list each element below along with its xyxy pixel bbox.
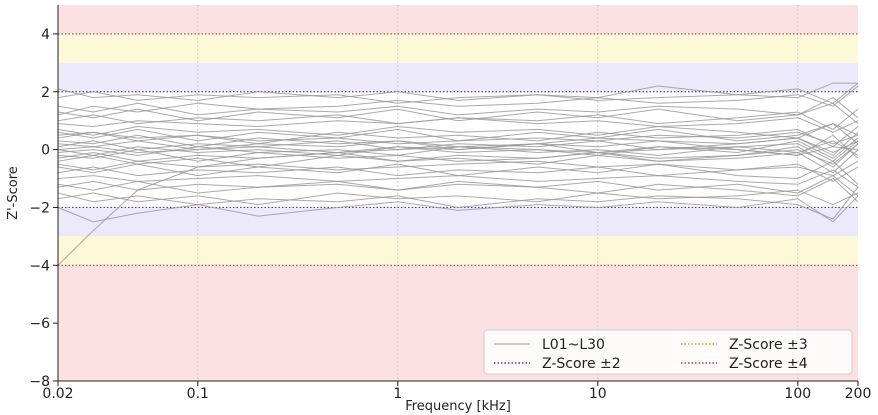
band-1: [58, 33, 858, 63]
x-tick-label-4: 100: [784, 386, 811, 402]
legend-label-2: Z-Score ±2: [542, 356, 621, 372]
series-line-13: [57, 177, 859, 203]
series-line-12: [57, 97, 859, 119]
y-tick-label-4: 0: [41, 143, 50, 159]
x-tick-label-0: 0.02: [42, 386, 73, 402]
legend-label-3: Z-Score ±4: [729, 356, 808, 372]
series-line-4: [57, 82, 859, 104]
x-tick-label-3: 10: [589, 386, 607, 402]
band-0: [58, 5, 858, 34]
y-tick-label-1: −6: [29, 316, 50, 332]
series-line-19: [57, 126, 859, 148]
series-line-9: [57, 195, 859, 223]
series-line-16: [57, 137, 859, 154]
series-line-23: [57, 123, 859, 145]
band-4: [58, 236, 858, 266]
series-line-11: [57, 143, 859, 165]
x-tick-label-5: 200: [845, 386, 872, 402]
band-2: [58, 62, 858, 92]
y-tick-label-2: −4: [29, 258, 50, 274]
series-line-26: [57, 143, 859, 168]
legend: L01~L30 Z-Score ±3 Z-Score ±2 Z-Score ±4: [483, 329, 853, 375]
y-tick-label-0: −8: [29, 374, 50, 390]
series-line-20: [57, 149, 859, 174]
series-line-14: [57, 123, 859, 139]
series-line-17: [57, 82, 858, 101]
x-axis-label: Frequency [kHz]: [405, 399, 511, 414]
series-line-28: [57, 175, 859, 197]
legend-label-1: Z-Score ±3: [729, 337, 808, 353]
x-tick-label-2: 1: [393, 386, 402, 402]
legend-label-0: L01~L30: [542, 337, 605, 353]
axes: [57, 5, 858, 382]
series-line-21: [57, 108, 859, 130]
series-line-25: [57, 134, 859, 159]
y-tick-label-5: 2: [41, 85, 50, 101]
legend-box: [483, 329, 853, 375]
y-tick-label-3: −2: [29, 200, 50, 216]
x-axis-ticks: 0.02 0.1 1 10 100 200: [42, 381, 871, 402]
series-line-24: [57, 160, 859, 185]
x-tick-label-1: 0.1: [187, 386, 209, 402]
y-axis-ticks: −8 −6 −4 −2 0 2 4: [29, 27, 58, 390]
series-lines: [57, 82, 859, 266]
y-tick-label-6: 4: [41, 27, 50, 43]
series-line-18: [57, 189, 859, 206]
series-line-15: [57, 163, 859, 182]
series-line-5: [57, 186, 859, 220]
series-line-3: [57, 160, 859, 177]
band-3: [58, 207, 858, 237]
z-score-bands: [58, 5, 858, 381]
series-line-29: [57, 137, 859, 159]
series-line-1: [57, 131, 859, 145]
series-line-27: [57, 102, 859, 124]
y-axis-label: Z'-Score: [6, 166, 21, 220]
